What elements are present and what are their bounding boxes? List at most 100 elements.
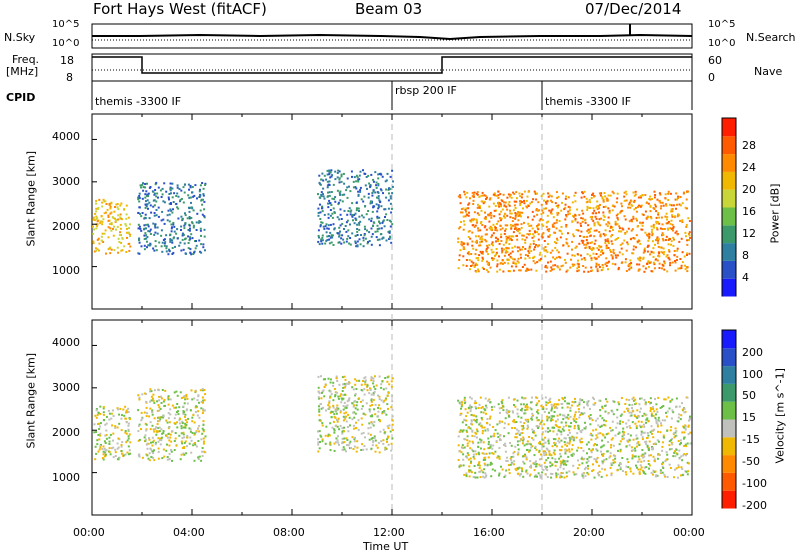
power-cell [643, 247, 646, 250]
power-cell [147, 244, 150, 247]
power-cell [127, 231, 130, 234]
velocity-cell [591, 419, 594, 422]
velocity-cell [553, 403, 556, 406]
power-cell [659, 246, 662, 249]
power-cell [550, 212, 553, 215]
power-cell [509, 270, 512, 273]
velocity-cell [367, 432, 370, 435]
velocity-cell [678, 449, 681, 452]
power-cell [562, 264, 565, 267]
power-cell [485, 198, 487, 200]
velocity-cell [351, 402, 354, 405]
power-cell [491, 241, 494, 244]
power-cell [586, 253, 589, 256]
power-cell [320, 178, 323, 181]
power-cell [372, 206, 375, 209]
power-cell [527, 222, 530, 225]
power-cell [346, 186, 349, 189]
velocity-cell [366, 384, 369, 387]
velocity-cell [138, 396, 141, 399]
velocity-cell [481, 432, 484, 435]
velocity-cell [605, 458, 608, 461]
power-cell [623, 191, 626, 194]
velocity-cell [492, 426, 495, 428]
velocity-cell [371, 404, 374, 406]
velocity-cell [538, 400, 540, 403]
power-cell [649, 205, 652, 208]
power-cell [644, 231, 647, 234]
power-cell [487, 270, 490, 273]
velocity-cell [463, 438, 466, 441]
power-cell [595, 262, 598, 265]
power-cell [643, 250, 646, 253]
power-cell [645, 216, 648, 219]
velocity-cell [331, 426, 334, 429]
velocity-cell [552, 430, 555, 433]
power-cell [586, 208, 589, 211]
velocity-cell [97, 450, 100, 453]
velocity-cell [556, 433, 559, 436]
velocity-cell [615, 426, 618, 429]
power-cell [608, 209, 611, 212]
velocity-cell [533, 469, 536, 472]
velocity-cell [578, 410, 580, 413]
power-cell [658, 222, 661, 225]
power-cell [488, 205, 491, 208]
power-cell [372, 178, 375, 181]
power-cell [519, 200, 521, 203]
velocity-cell [125, 421, 128, 424]
velocity-cell [520, 467, 523, 470]
power-cell [160, 196, 163, 198]
power-cell [578, 242, 581, 245]
velocity-cell [669, 429, 672, 432]
power-cell [357, 190, 360, 193]
power-cell [524, 257, 527, 260]
power-cell [153, 214, 156, 217]
power-cell [462, 247, 465, 250]
power-cell [530, 224, 533, 227]
velocity-cell [654, 417, 657, 419]
power-cell [477, 229, 480, 232]
power-cell [610, 254, 613, 257]
power-cell [685, 198, 688, 201]
velocity-cell [331, 410, 334, 413]
power-cb-tick-28: 28 [742, 139, 756, 152]
power-cell [592, 247, 595, 250]
power-cell [621, 253, 624, 256]
velocity-cell [332, 420, 335, 423]
power-cell [626, 243, 629, 246]
velocity-cell [635, 427, 638, 430]
velocity-cell [637, 415, 640, 418]
power-cell [126, 227, 128, 230]
velocity-cell [497, 436, 500, 438]
velocity-cell [182, 433, 185, 436]
velocity-cell [391, 415, 394, 418]
power-cell [680, 267, 683, 270]
power-cell [609, 194, 612, 197]
velocity-cell [149, 388, 152, 391]
velocity-cell [513, 404, 515, 406]
power-cell [633, 237, 636, 240]
velocity-echo-region-3 [457, 396, 692, 479]
velocity-cell [569, 439, 572, 442]
power-cell [568, 206, 571, 209]
power-cell [386, 172, 389, 175]
velocity-cell [547, 457, 550, 459]
velocity-cell [466, 431, 469, 434]
power-cell [688, 220, 691, 222]
power-cell [525, 236, 528, 239]
power-cell [124, 223, 127, 226]
velocity-cell [568, 448, 571, 451]
power-cell [332, 207, 335, 210]
velocity-cell [505, 469, 508, 472]
power-cell [355, 219, 357, 221]
velocity-cell [557, 426, 560, 429]
velocity-cell [547, 440, 550, 442]
freq-panel-frame [91, 53, 693, 82]
power-cell [155, 249, 158, 252]
velocity-cell [628, 439, 631, 442]
power-cell [385, 239, 388, 242]
power-cell [669, 238, 671, 240]
velocity-cell [623, 434, 626, 436]
power-cell [129, 233, 132, 236]
